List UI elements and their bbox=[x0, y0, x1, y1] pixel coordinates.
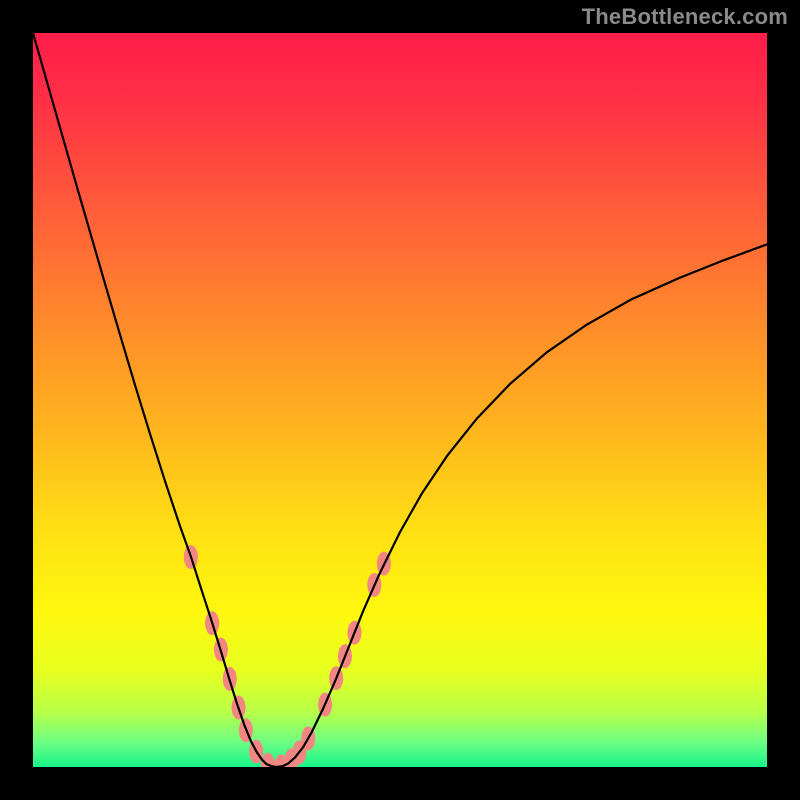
outer-frame: TheBottleneck.com bbox=[0, 0, 800, 800]
plot-area bbox=[33, 33, 767, 767]
plot-svg bbox=[33, 33, 767, 767]
markers-group bbox=[184, 545, 391, 767]
watermark-label: TheBottleneck.com bbox=[582, 4, 788, 30]
bottleneck-curve bbox=[33, 33, 767, 767]
